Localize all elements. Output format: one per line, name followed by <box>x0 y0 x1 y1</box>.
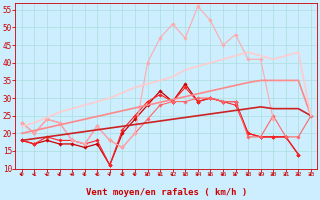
X-axis label: Vent moyen/en rafales ( km/h ): Vent moyen/en rafales ( km/h ) <box>86 188 247 197</box>
